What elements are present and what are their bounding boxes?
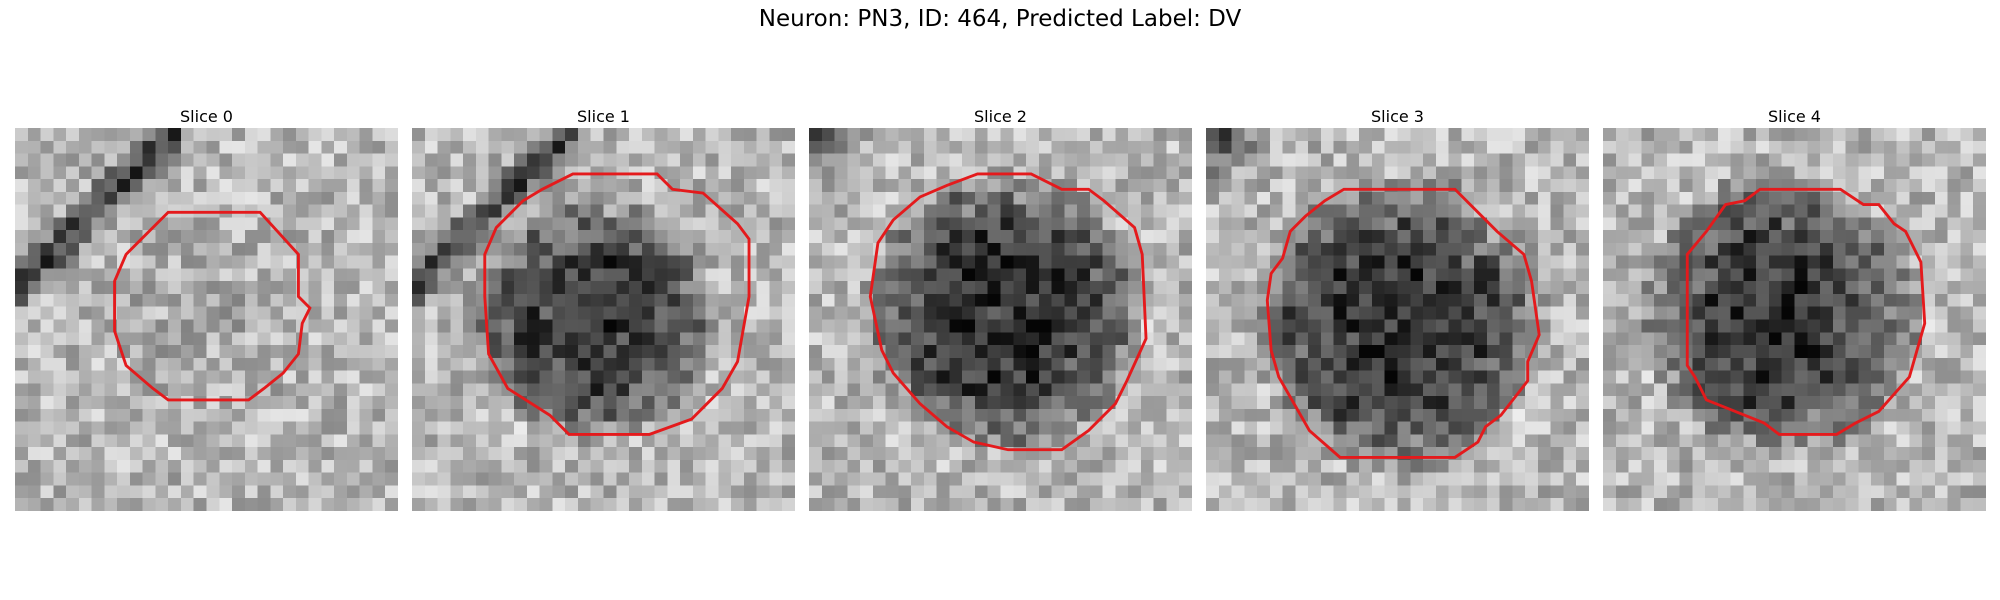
slice-image-0 [15, 128, 398, 511]
slice-title-2: Slice 2 [974, 107, 1027, 126]
segmentation-contour-2 [868, 172, 1148, 452]
pixel-grid-1 [412, 128, 795, 511]
slice-image-2 [809, 128, 1192, 511]
slice-panel-0: Slice 0 [15, 106, 398, 511]
slice-image-3 [1206, 128, 1589, 511]
slice-title-0: Slice 0 [180, 107, 233, 126]
slice-image-1 [412, 128, 795, 511]
pixel-grid-3 [1206, 128, 1589, 511]
slice-title-1: Slice 1 [577, 107, 630, 126]
slice-title-4: Slice 4 [1768, 107, 1821, 126]
figure-title: Neuron: PN3, ID: 464, Predicted Label: D… [758, 6, 1242, 32]
slice-panel-1: Slice 1 [412, 106, 795, 511]
pixel-grid-4 [1603, 128, 1986, 511]
slice-image-4 [1603, 128, 1986, 511]
slice-title-3: Slice 3 [1371, 107, 1424, 126]
pixel-grid-0 [15, 128, 398, 511]
slice-panel-2: Slice 2 [809, 106, 1192, 511]
segmentation-contour-4 [1685, 187, 1927, 436]
segmentation-contour-3 [1265, 187, 1541, 459]
segmentation-contour-0 [113, 210, 312, 402]
slice-panel-3: Slice 3 [1206, 106, 1589, 511]
pixel-grid-2 [809, 128, 1192, 511]
segmentation-contour-1 [483, 172, 751, 436]
slice-panel-4: Slice 4 [1603, 106, 1986, 511]
